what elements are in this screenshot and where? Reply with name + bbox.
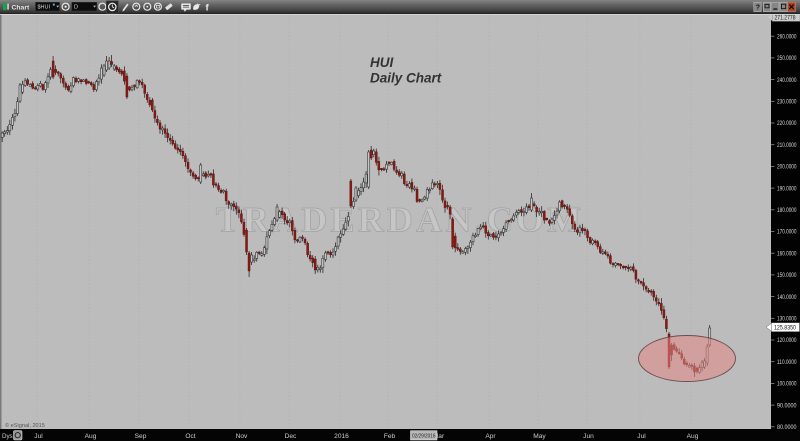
svg-text:Aug: Aug	[85, 433, 97, 440]
svg-text:190.0000: 190.0000	[777, 185, 797, 192]
svg-text:180.0000: 180.0000	[777, 207, 797, 214]
svg-text:220.0000: 220.0000	[777, 120, 797, 127]
svg-text:260.0000: 260.0000	[777, 33, 797, 40]
svg-text:200.0000: 200.0000	[777, 164, 797, 171]
svg-text:May: May	[533, 433, 546, 440]
svg-text:250.0000: 250.0000	[777, 55, 797, 62]
svg-text:Aug: Aug	[687, 433, 699, 440]
svg-text:Jul: Jul	[637, 433, 646, 440]
svg-text:271.2778: 271.2778	[775, 15, 797, 21]
svg-text:Jun: Jun	[583, 433, 594, 440]
svg-text:2016: 2016	[334, 433, 349, 440]
svg-text:?: ?	[756, 5, 760, 12]
svg-text:150.0000: 150.0000	[777, 272, 797, 279]
svg-text:210.0000: 210.0000	[777, 142, 797, 149]
svg-text:Nov: Nov	[236, 433, 248, 440]
svg-text:D: D	[74, 5, 78, 11]
svg-text:130.0000: 130.0000	[777, 316, 797, 323]
svg-text:Dec: Dec	[285, 433, 297, 440]
svg-text:02/29/2016: 02/29/2016	[412, 434, 436, 440]
svg-text:Oct: Oct	[185, 433, 195, 440]
svg-text:170.0000: 170.0000	[777, 229, 797, 236]
svg-text:125.8350: 125.8350	[774, 326, 797, 332]
svg-text:Chart: Chart	[12, 4, 30, 11]
svg-text:240.0000: 240.0000	[777, 77, 797, 84]
svg-text:$HUI: $HUI	[38, 5, 51, 11]
svg-text:80.0000: 80.0000	[777, 424, 797, 431]
svg-text:120.0000: 120.0000	[777, 337, 797, 344]
svg-text:© eSignal, 2015: © eSignal, 2015	[5, 422, 45, 429]
svg-text:Dys: Dys	[2, 433, 13, 440]
svg-text:Apr: Apr	[485, 433, 496, 440]
svg-text:HUI: HUI	[370, 55, 393, 70]
svg-text:Feb: Feb	[384, 433, 396, 440]
svg-text:Sep: Sep	[135, 433, 147, 440]
svg-text:Daily Chart: Daily Chart	[370, 71, 442, 86]
svg-text:110.0000: 110.0000	[777, 359, 797, 366]
svg-text:160.0000: 160.0000	[777, 250, 797, 257]
svg-text:Mar: Mar	[433, 433, 445, 440]
svg-text:f: f	[206, 3, 210, 14]
svg-text:230.0000: 230.0000	[777, 99, 797, 106]
svg-text:100.0000: 100.0000	[777, 381, 797, 388]
svg-text:Jul: Jul	[34, 433, 43, 440]
svg-text:90.0000: 90.0000	[777, 402, 797, 409]
svg-text:140.0000: 140.0000	[777, 294, 797, 301]
